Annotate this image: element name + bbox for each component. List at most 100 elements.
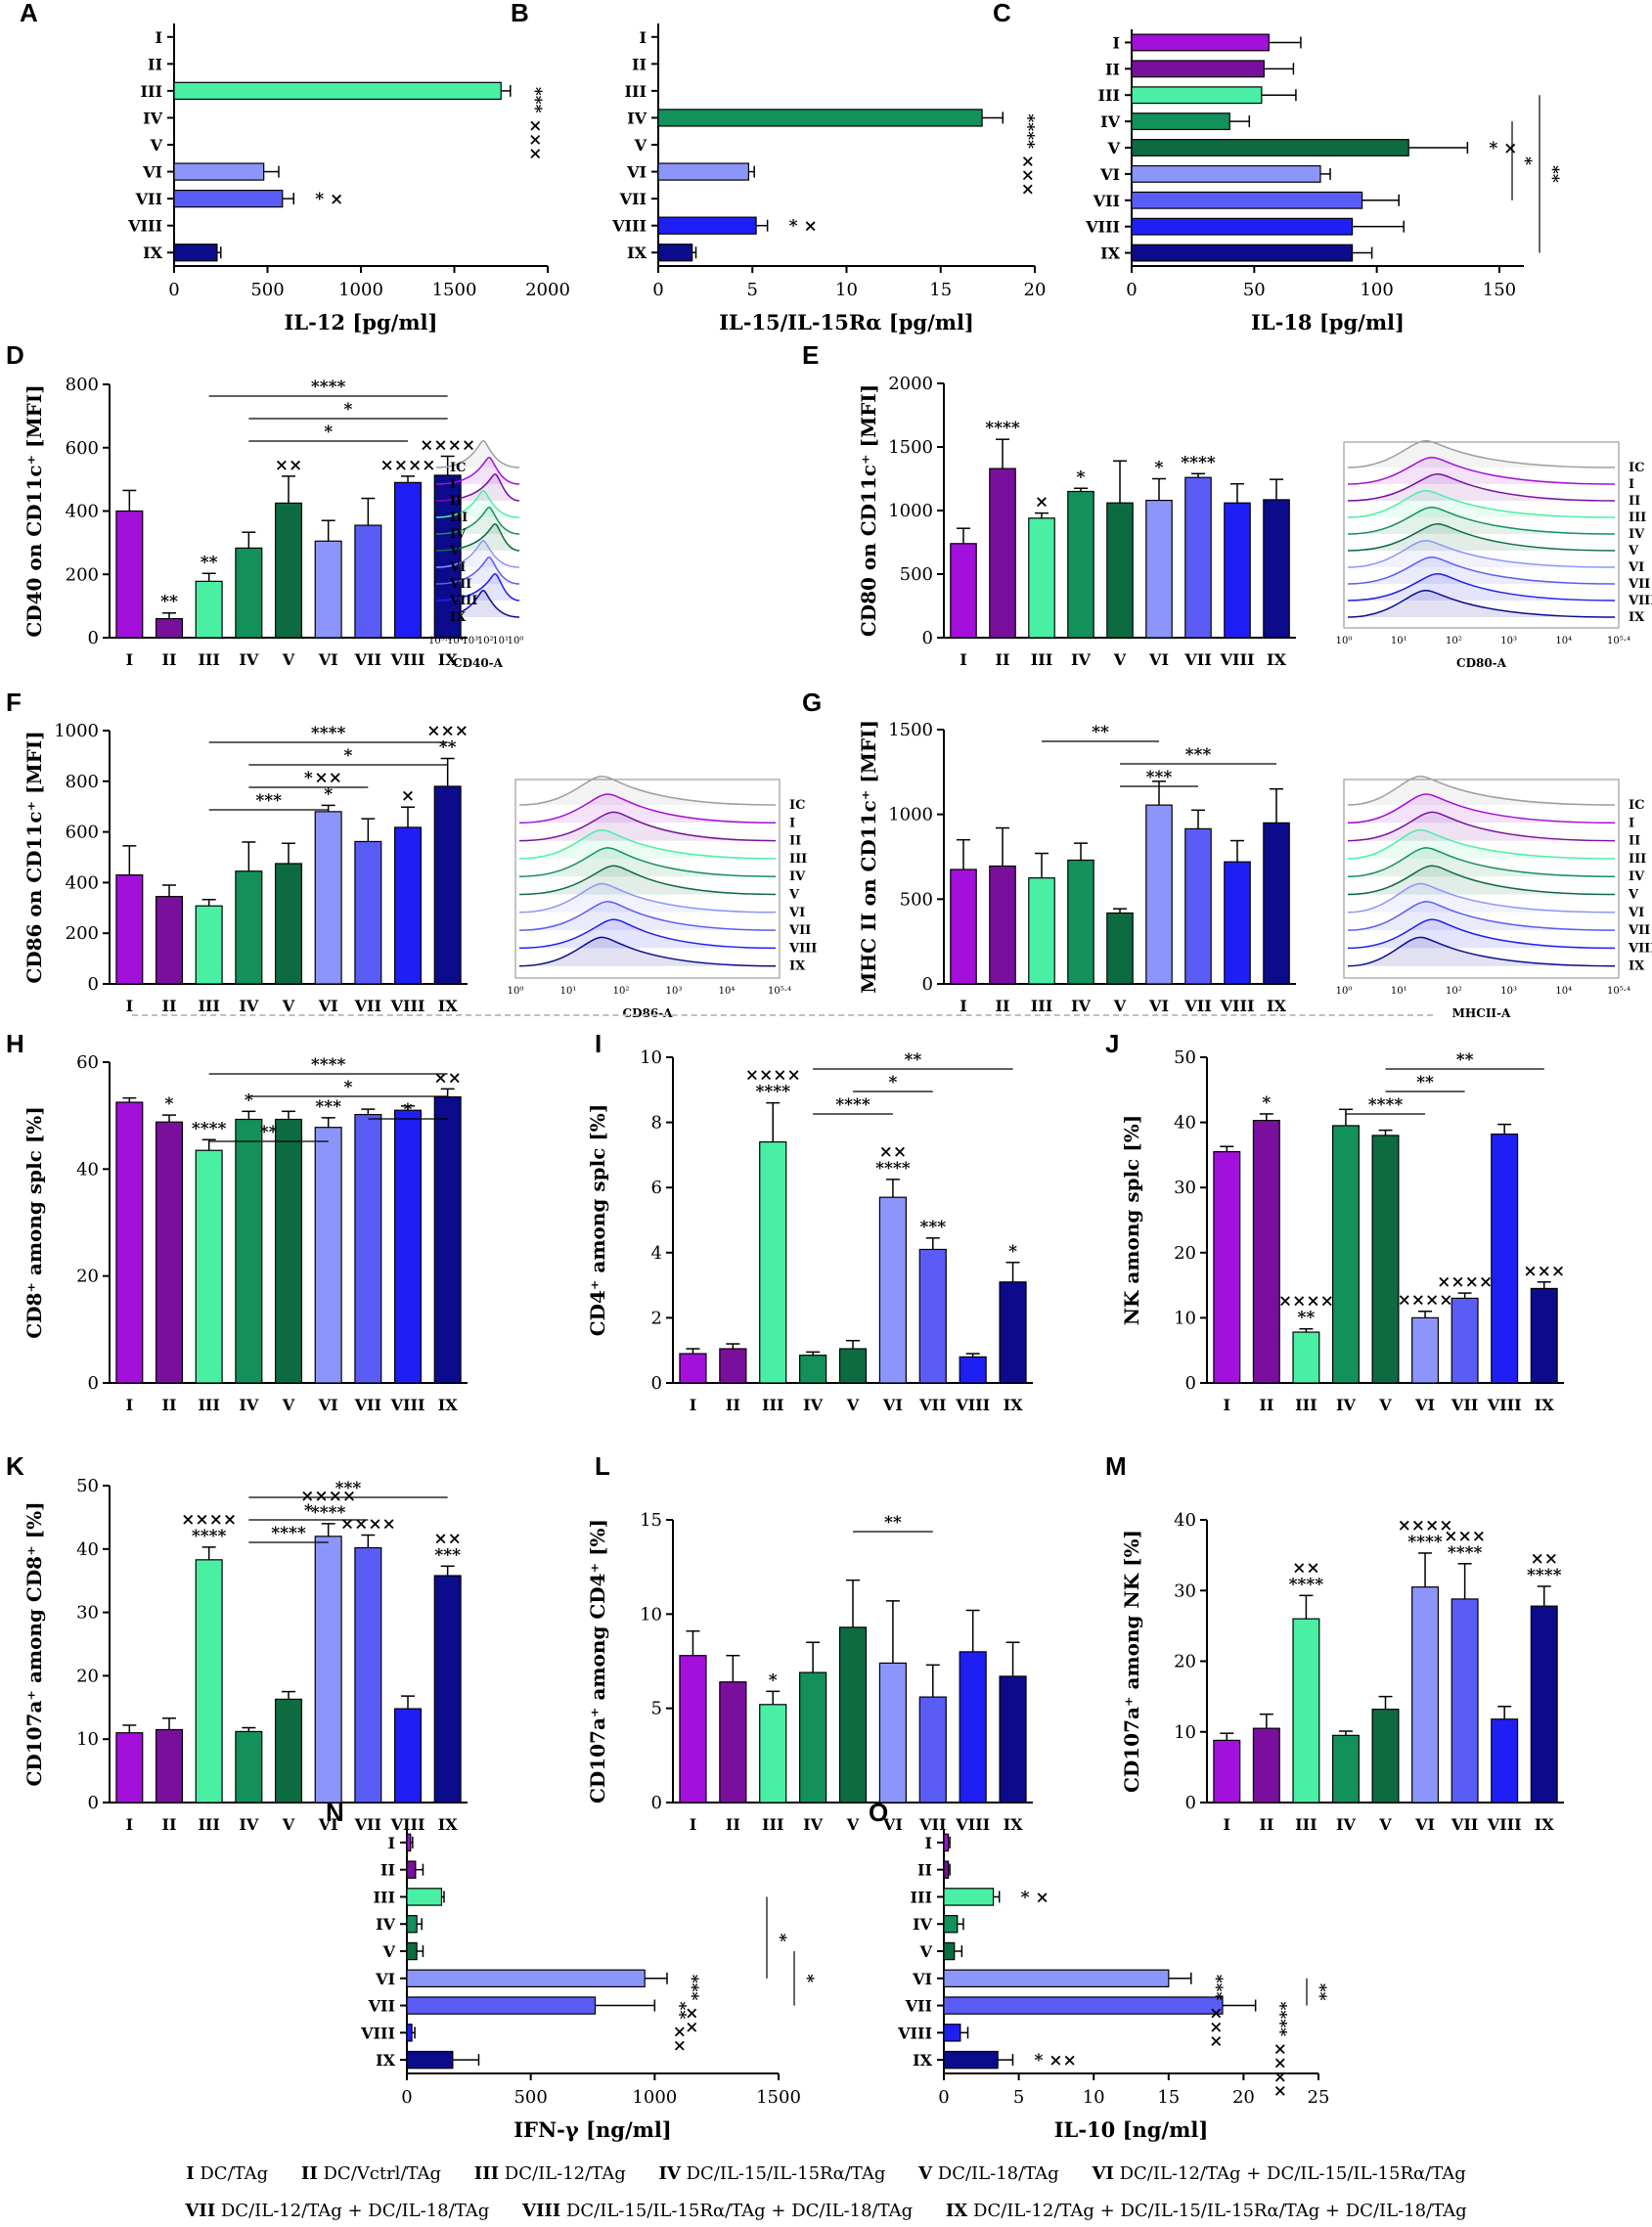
bar bbox=[657, 244, 693, 262]
bar bbox=[314, 1127, 342, 1384]
y-tick-label: I bbox=[388, 1834, 395, 1852]
significance-mark: ** ×× bbox=[669, 2002, 689, 2053]
significance-mark: ×× **** bbox=[875, 1142, 911, 1179]
histogram-tick-label: 10⁴ bbox=[1555, 986, 1572, 997]
x-tick-label: IX bbox=[1267, 997, 1286, 1015]
bar bbox=[799, 1355, 827, 1384]
legend-item: VI DC/IL-12/TAg + DC/IL-15/IL-15Rα/TAg bbox=[1092, 2163, 1466, 2184]
bar bbox=[115, 1732, 144, 1804]
significance-mark: ×××× **** bbox=[181, 1510, 237, 1546]
bar bbox=[155, 896, 184, 985]
significance-mark: ××× ** bbox=[426, 721, 469, 757]
bar bbox=[943, 1888, 995, 1906]
x-tick-label: V bbox=[846, 1815, 860, 1834]
histogram-group-label: VIII bbox=[1628, 594, 1652, 608]
bar bbox=[1530, 1287, 1558, 1384]
x-tick-label: IV bbox=[1071, 997, 1091, 1015]
bar bbox=[1252, 1727, 1280, 1804]
bar bbox=[155, 1121, 184, 1384]
histogram-tick-label: 10⁵·⁴ bbox=[1607, 986, 1630, 997]
panel-label: L bbox=[595, 1451, 610, 1481]
y-axis-label: CD107a⁺ among CD4⁺ [%] bbox=[586, 1519, 609, 1804]
y-tick-label: 40 bbox=[76, 1539, 99, 1560]
x-tick-label: 1500 bbox=[432, 280, 477, 300]
significance-mark: * × bbox=[315, 190, 343, 209]
bar bbox=[173, 244, 218, 262]
histogram-group-label: III bbox=[789, 852, 807, 867]
x-tick-label: V bbox=[282, 997, 295, 1015]
bar bbox=[393, 1109, 423, 1384]
bar bbox=[235, 1730, 263, 1804]
bracket-label: * bbox=[344, 400, 353, 420]
y-tick-label: 15 bbox=[640, 1510, 662, 1531]
significance-mark: ×× bbox=[433, 1068, 462, 1088]
bar bbox=[1252, 1120, 1280, 1384]
x-tick-label: VIII bbox=[1487, 1396, 1522, 1414]
x-tick-label: VII bbox=[1183, 650, 1211, 669]
y-tick-label: 0 bbox=[1185, 1793, 1196, 1813]
significance-mark: ×××× **** bbox=[300, 1487, 356, 1523]
legend-item: I DC/TAg bbox=[186, 2163, 269, 2184]
x-tick-label: VII bbox=[354, 1396, 381, 1414]
histogram-trace bbox=[1347, 775, 1616, 806]
y-axis-label: MHC II on CD11c⁺ [MFI] bbox=[857, 720, 880, 994]
y-tick-label: 500 bbox=[900, 889, 933, 910]
panel-label: J bbox=[1105, 1029, 1119, 1058]
y-tick-label: 0 bbox=[922, 974, 933, 995]
significance-mark: * bbox=[1008, 1242, 1017, 1262]
bracket-label: * bbox=[304, 1501, 313, 1521]
y-tick-label: 20 bbox=[1174, 1652, 1196, 1672]
y-axis-label: CD8⁺ among splc [%] bbox=[22, 1106, 46, 1339]
y-tick-label: VIII bbox=[360, 2024, 395, 2042]
bar bbox=[314, 540, 342, 639]
significance-mark: ×××× **** bbox=[745, 1066, 801, 1102]
x-tick-label: VIII bbox=[1220, 650, 1255, 669]
histogram-trace bbox=[518, 775, 777, 806]
x-tick-label: IV bbox=[803, 1396, 823, 1414]
histogram-group-label: IX bbox=[450, 610, 467, 625]
x-tick-label: VIII bbox=[955, 1815, 990, 1834]
bar bbox=[878, 1662, 907, 1804]
histogram-tick-label: 10⁵·⁴ bbox=[1607, 636, 1630, 646]
histogram-group-label: II bbox=[789, 834, 801, 849]
x-tick-label: 1000 bbox=[632, 2087, 677, 2108]
x-tick-label: VI bbox=[1148, 650, 1169, 669]
histogram-group-label: IC bbox=[1629, 798, 1644, 813]
bar bbox=[1028, 877, 1055, 985]
histogram-tick-label: 10¹ bbox=[1391, 636, 1407, 646]
bar bbox=[406, 1996, 597, 2015]
histogram-trace bbox=[435, 473, 520, 502]
histogram-trace bbox=[1347, 865, 1616, 896]
bar bbox=[235, 1118, 263, 1384]
bar bbox=[393, 826, 423, 985]
y-tick-label: IV bbox=[913, 1915, 932, 1934]
x-tick-label: 0 bbox=[652, 280, 663, 300]
bar bbox=[1067, 859, 1094, 985]
y-tick-label: VIII bbox=[127, 217, 162, 236]
bar bbox=[943, 1941, 956, 1961]
legend-item: II DC/Vctrl/TAg bbox=[300, 2163, 442, 2184]
bracket-label: * bbox=[404, 1100, 413, 1120]
bar bbox=[274, 502, 303, 639]
bar bbox=[1106, 912, 1134, 985]
y-tick-label: 200 bbox=[66, 564, 99, 585]
x-tick-label: II bbox=[1259, 1815, 1273, 1834]
y-axis-label: CD80 on CD11c⁺ [MFI] bbox=[857, 384, 880, 637]
histogram-trace bbox=[518, 901, 777, 931]
bar bbox=[173, 189, 284, 208]
histogram-trace bbox=[518, 828, 777, 860]
histogram-group-label: V bbox=[449, 544, 461, 558]
bar bbox=[1184, 476, 1212, 639]
y-axis-label: CD40 on CD11c⁺ [MFI] bbox=[22, 384, 46, 637]
legend-item: VIII DC/IL-15/IL-15Rα/TAg + DC/IL-18/TAg bbox=[521, 2201, 914, 2221]
significance-mark: * bbox=[769, 1670, 778, 1690]
x-tick-label: II bbox=[162, 1396, 177, 1414]
histogram-group-label: V bbox=[788, 888, 800, 903]
bar bbox=[1213, 1739, 1241, 1804]
histogram-group-label: VIII bbox=[788, 941, 817, 956]
y-tick-label: 4 bbox=[651, 1243, 662, 1264]
histogram-x-label: MHCII-A bbox=[1452, 1006, 1511, 1020]
bar bbox=[195, 1149, 223, 1384]
bar bbox=[1131, 60, 1265, 78]
y-tick-label: 30 bbox=[1174, 1581, 1196, 1601]
